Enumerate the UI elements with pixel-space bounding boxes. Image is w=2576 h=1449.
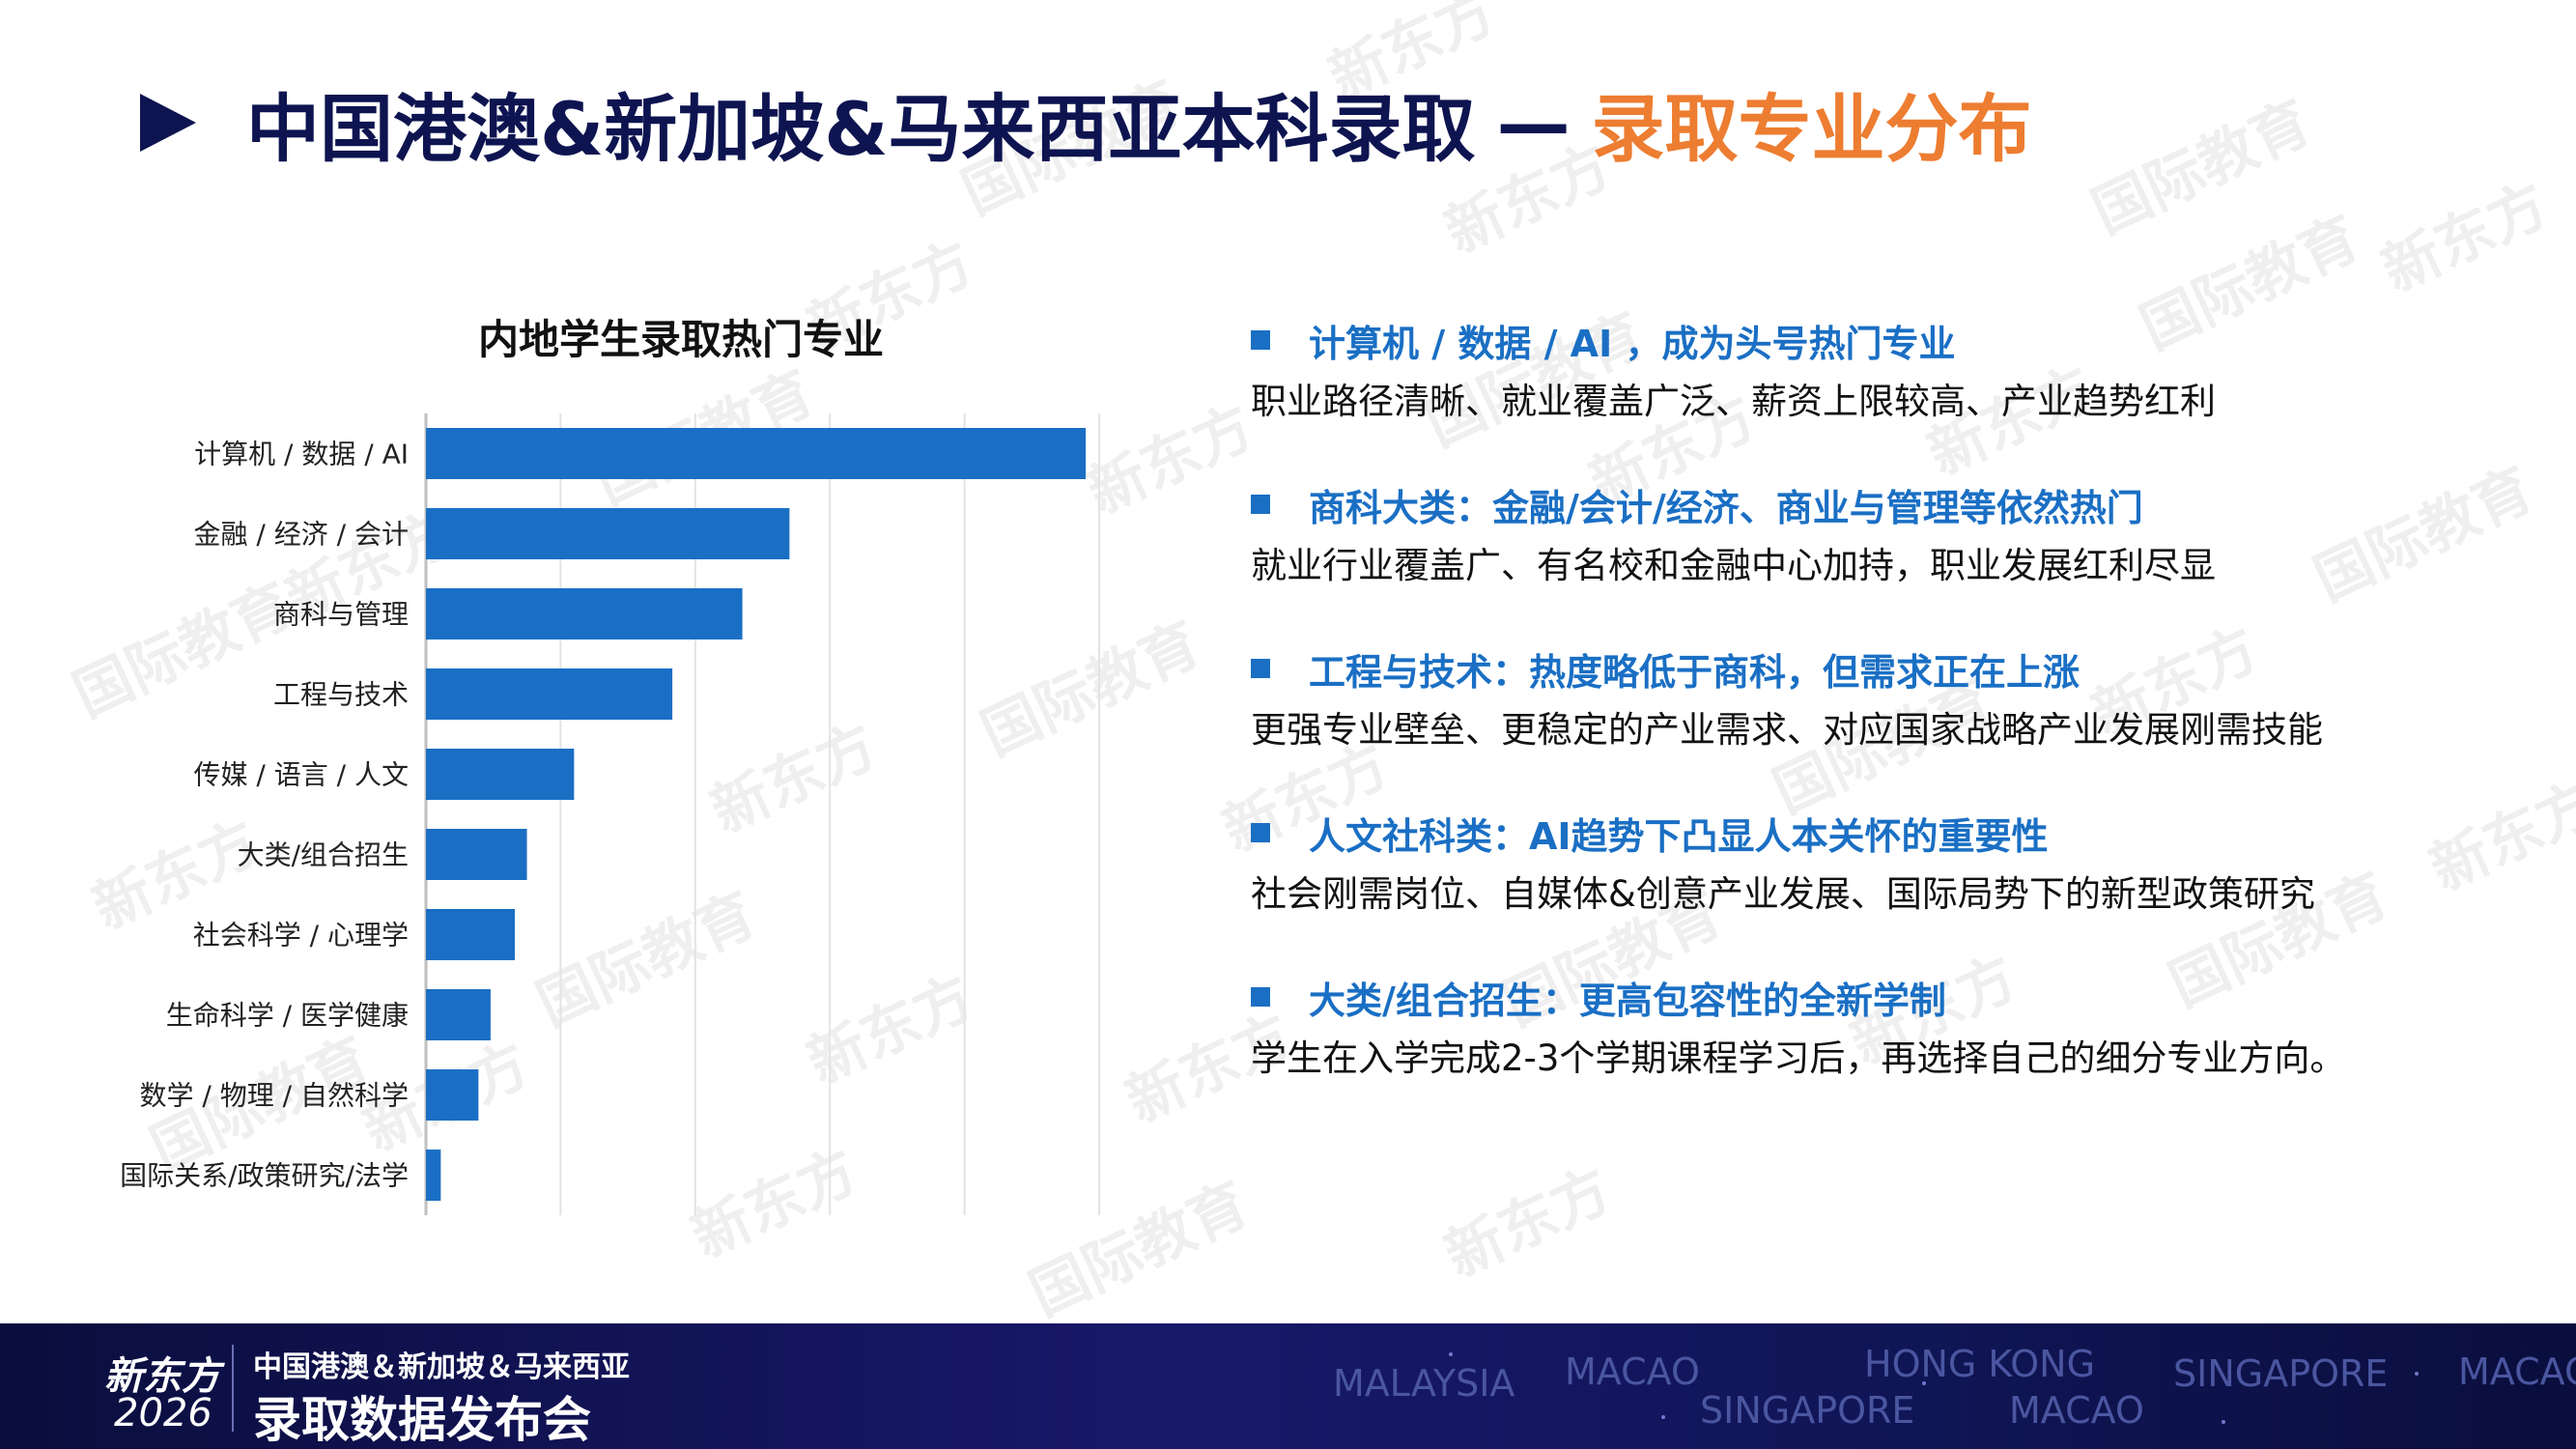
chart-title: 内地学生录取热门专业 <box>477 316 884 363</box>
sparkle <box>2222 1420 2225 1424</box>
bar <box>426 668 673 720</box>
category-label: 大类/组合招生 <box>238 839 409 871</box>
city-label: SINGAPORE <box>2173 1352 2389 1395</box>
bullet-list: 计算机 / 数据 / AI ，成为头号热门专业 职业路径清晰、就业覆盖广泛、薪资… <box>1251 309 2545 1130</box>
category-label: 计算机 / 数据 / AI <box>194 439 409 470</box>
bullet-description: 更强专业壁垒、更稳定的产业需求、对应国家战略产业发展刚需技能 <box>1251 709 2323 751</box>
bullet-item: 商科大类：金融/会计/经济、商业与管理等依然热门 就业行业覆盖广、有名校和金融中… <box>1251 473 2545 597</box>
title-main: 中国港澳&新加坡&马来西亚本科录取 <box>246 86 1476 172</box>
square-bullet-icon <box>1251 823 1270 842</box>
city-label: HONG KONG <box>1864 1343 2096 1385</box>
bullet-item: 大类/组合招生：更高包容性的全新学制 学生在入学完成2-3个学期课程学习后，再选… <box>1251 966 2545 1090</box>
bullet-heading: 商科大类：金融/会计/经济、商业与管理等依然热门 <box>1309 486 2143 529</box>
city-label: MACAO <box>2458 1350 2576 1393</box>
bar <box>426 1150 441 1201</box>
bullet-item: 工程与技术：热度略低于商科，但需求正在上涨 更强专业壁垒、更稳定的产业需求、对应… <box>1251 638 2545 761</box>
bullet-description: 学生在入学完成2-3个学期课程学习后，再选择自己的细分专业方向。 <box>1251 1037 2346 1079</box>
sparkle <box>1922 1381 1926 1385</box>
bar <box>426 989 491 1040</box>
bar <box>426 588 743 639</box>
bar <box>426 508 790 559</box>
category-label: 传媒 / 语言 / 人文 <box>194 759 409 791</box>
footer-banner: MALAYSIA MACAO HONG KONG SINGAPORE MACAO… <box>0 1323 2576 1449</box>
watermark-text: 国际教育 <box>2081 88 2322 248</box>
sparkle <box>1661 1415 1665 1419</box>
category-label: 商科与管理 <box>273 599 409 631</box>
bullet-heading: 大类/组合招生：更高包容性的全新学制 <box>1309 979 1946 1022</box>
category-label: 社会科学 / 心理学 <box>193 920 409 952</box>
bar <box>426 428 1087 479</box>
bullet-item: 人文社科类：AI趋势下凸显人本关怀的重要性 社会刚需岗位、自媒体&创意产业发展、… <box>1251 802 2545 925</box>
category-label: 国际关系/政策研究/法学 <box>120 1160 409 1192</box>
bar <box>426 1069 479 1121</box>
bullet-heading: 工程与技术：热度略低于商科，但需求正在上涨 <box>1309 650 2081 694</box>
category-label: 数学 / 物理 / 自然科学 <box>140 1080 409 1112</box>
bullet-description: 社会刚需岗位、自媒体&创意产业发展、国际局势下的新型政策研究 <box>1251 873 2315 915</box>
square-bullet-icon <box>1251 330 1270 350</box>
bullet-heading: 人文社科类：AI趋势下凸显人本关怀的重要性 <box>1309 814 2049 858</box>
bar <box>426 829 527 880</box>
bar <box>426 749 575 800</box>
square-bullet-icon <box>1251 495 1270 514</box>
title-dash: — <box>1496 79 1571 166</box>
sparkle <box>1449 1352 1453 1356</box>
sparkle <box>2415 1372 2419 1376</box>
bullet-item: 计算机 / 数据 / AI ，成为头号热门专业 职业路径清晰、就业覆盖广泛、薪资… <box>1251 309 2545 433</box>
footer-event-title: 录取数据发布会 <box>253 1392 591 1448</box>
category-label: 生命科学 / 医学健康 <box>166 1000 409 1032</box>
watermark-text: 新东方 <box>2371 170 2559 306</box>
city-label: MACAO <box>1565 1350 1700 1393</box>
title-accent: 录取专业分布 <box>1591 86 2032 172</box>
bullet-description: 就业行业覆盖广、有名校和金融中心加持，职业发展红利尽显 <box>1251 545 2216 586</box>
city-label: SINGAPORE <box>1700 1389 1915 1432</box>
slide-title: 中国港澳&新加坡&马来西亚本科录取 — 录取专业分布 <box>140 70 2032 176</box>
bullet-heading: 计算机 / 数据 / AI ，成为头号热门专业 <box>1309 322 1956 365</box>
square-bullet-icon <box>1251 987 1270 1007</box>
bullet-description: 职业路径清晰、就业覆盖广泛、薪资上限较高、产业趋势红利 <box>1251 381 2216 422</box>
city-label: MACAO <box>2009 1389 2144 1432</box>
category-label: 金融 / 经济 / 会计 <box>194 519 409 551</box>
watermark-text: 新东方 <box>1434 1155 1622 1292</box>
footer-subtitle: 中国港澳＆新加坡＆马来西亚 <box>253 1350 630 1384</box>
brand-logo: 新东方 <box>104 1354 220 1399</box>
bar <box>426 909 516 960</box>
footer-divider <box>232 1345 234 1432</box>
square-bullet-icon <box>1251 659 1270 678</box>
category-label: 工程与技术 <box>273 679 409 711</box>
city-label: MALAYSIA <box>1333 1362 1515 1405</box>
logo-year: 2026 <box>114 1391 212 1435</box>
play-triangle-icon <box>140 94 196 152</box>
